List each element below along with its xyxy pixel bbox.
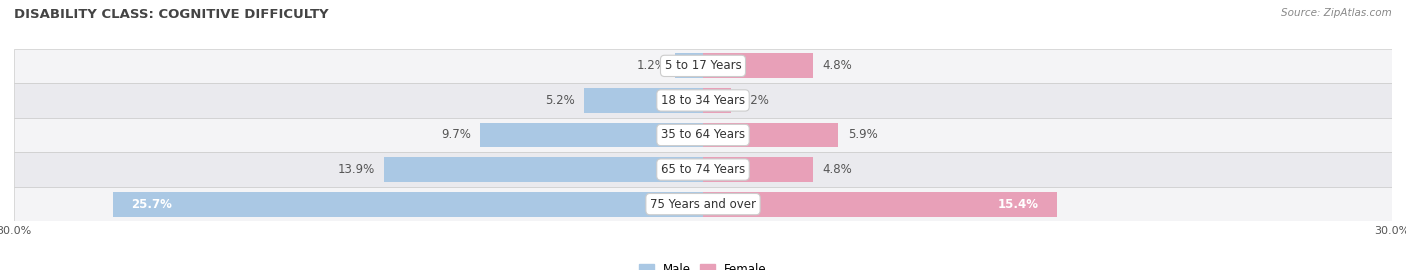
Text: 9.7%: 9.7% (441, 129, 471, 141)
Bar (14, 187, 1392, 221)
Text: 65 to 74 Years: 65 to 74 Years (661, 163, 745, 176)
Text: 1.2%: 1.2% (637, 59, 666, 72)
Bar (703, 88, 731, 113)
Text: 5.2%: 5.2% (544, 94, 575, 107)
Bar (14, 118, 1392, 152)
Text: 13.9%: 13.9% (337, 163, 374, 176)
Text: 4.8%: 4.8% (823, 59, 852, 72)
Bar (14, 49, 1392, 83)
Bar (703, 157, 813, 182)
Bar (14, 83, 1392, 118)
Text: 5.9%: 5.9% (848, 129, 877, 141)
Text: 25.7%: 25.7% (131, 198, 172, 211)
Text: 35 to 64 Years: 35 to 64 Years (661, 129, 745, 141)
Text: DISABILITY CLASS: COGNITIVE DIFFICULTY: DISABILITY CLASS: COGNITIVE DIFFICULTY (14, 8, 329, 21)
Text: 15.4%: 15.4% (997, 198, 1038, 211)
Bar (675, 53, 703, 78)
Bar (112, 192, 703, 217)
Bar (703, 123, 838, 147)
Text: 1.2%: 1.2% (740, 94, 769, 107)
Bar (481, 123, 703, 147)
Bar (703, 192, 1057, 217)
Text: 4.8%: 4.8% (823, 163, 852, 176)
Legend: Male, Female: Male, Female (634, 259, 772, 270)
Text: 5 to 17 Years: 5 to 17 Years (665, 59, 741, 72)
Bar (583, 88, 703, 113)
Text: 18 to 34 Years: 18 to 34 Years (661, 94, 745, 107)
Text: 75 Years and over: 75 Years and over (650, 198, 756, 211)
Bar (384, 157, 703, 182)
Text: Source: ZipAtlas.com: Source: ZipAtlas.com (1281, 8, 1392, 18)
Bar (703, 53, 813, 78)
Bar (14, 152, 1392, 187)
